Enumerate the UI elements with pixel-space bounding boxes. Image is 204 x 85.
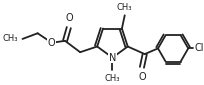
Text: N: N <box>109 53 116 63</box>
Text: O: O <box>66 13 74 23</box>
Text: CH₃: CH₃ <box>105 74 120 83</box>
Text: CH₃: CH₃ <box>117 3 132 12</box>
Text: O: O <box>48 38 56 48</box>
Text: CH₃: CH₃ <box>2 34 18 43</box>
Text: Cl: Cl <box>195 43 204 53</box>
Text: O: O <box>138 72 146 82</box>
